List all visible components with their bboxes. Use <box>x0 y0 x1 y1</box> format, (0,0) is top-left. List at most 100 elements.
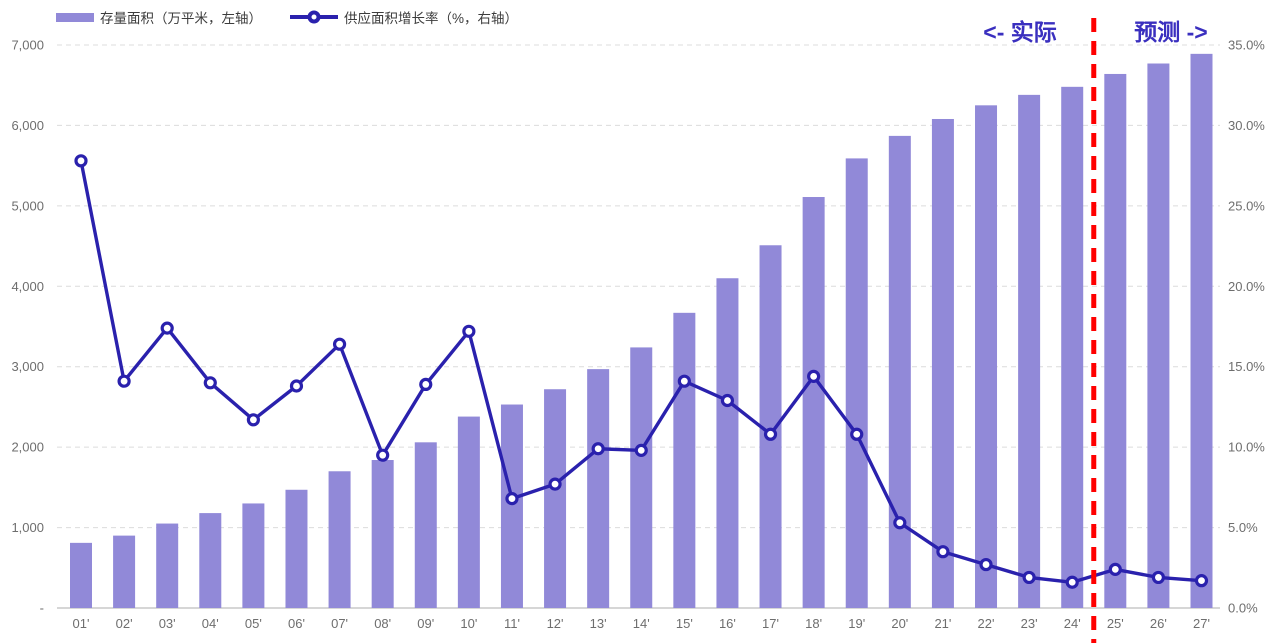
legend-label-supply-growth: 供应面积增长率（%，右轴） <box>344 11 519 26</box>
bar <box>673 312 696 608</box>
line-marker <box>548 477 562 491</box>
line-marker <box>74 154 88 168</box>
x-axis-tick-label: 04' <box>202 616 219 631</box>
x-axis-tick-label: 02' <box>116 616 133 631</box>
x-axis-tick-label: 01' <box>73 616 90 631</box>
legend-item-stock-area: 存量面积（万平米，左轴） <box>56 7 262 27</box>
x-axis-tick-label: 03' <box>159 616 176 631</box>
line-marker <box>893 516 907 530</box>
x-axis-tick-label: 22' <box>978 616 995 631</box>
line-marker <box>160 321 174 335</box>
line-marker <box>1065 575 1079 589</box>
bar <box>414 442 437 608</box>
bar <box>888 135 911 609</box>
left-axis-tick-label: 4,000 <box>11 279 44 294</box>
x-axis-tick-label: 20' <box>891 616 908 631</box>
annotation-actual-label: <- 实际 <box>983 19 1057 45</box>
bar <box>1018 94 1041 608</box>
x-axis-tick-label: 15' <box>676 616 693 631</box>
x-axis-tick-label: 07' <box>331 616 348 631</box>
line-marker <box>936 545 950 559</box>
bar <box>1190 53 1213 608</box>
bar <box>371 460 394 608</box>
x-axis-tick-label: 19' <box>848 616 865 631</box>
legend-label-stock-area: 存量面积（万平米，左轴） <box>100 11 262 26</box>
x-axis-tick-label: 13' <box>590 616 607 631</box>
line-marker <box>1022 570 1036 585</box>
bar <box>845 158 868 608</box>
bar <box>1147 63 1170 608</box>
bar <box>931 118 954 608</box>
bar <box>587 369 610 608</box>
left-axis-tick-label: - <box>40 601 44 616</box>
x-axis-tick-label: 26' <box>1150 616 1167 631</box>
bar <box>328 471 351 608</box>
right-axis-tick-label: 5.0% <box>1228 520 1258 535</box>
x-axis-tick-label: 12' <box>547 616 564 631</box>
left-axis-tick-label: 2,000 <box>11 440 44 455</box>
right-axis-tick-label: 35.0% <box>1228 38 1265 53</box>
x-axis-tick-label: 06' <box>288 616 305 631</box>
x-axis-tick-label: 16' <box>719 616 736 631</box>
x-axis-tick-label: 27' <box>1193 616 1210 631</box>
bar <box>457 416 480 608</box>
line-marker <box>1108 562 1122 576</box>
left-axis-tick-label: 3,000 <box>11 359 44 374</box>
line-marker <box>117 374 131 388</box>
right-axis-tick-label: 25.0% <box>1228 198 1265 213</box>
line-marker <box>677 374 691 388</box>
line-marker <box>634 443 648 457</box>
line-marker <box>591 442 605 456</box>
x-axis-tick-label: 18' <box>805 616 822 631</box>
bar <box>500 404 523 608</box>
x-axis-tick-label: 17' <box>762 616 779 631</box>
right-axis-tick-label: 15.0% <box>1228 359 1265 374</box>
x-axis-tick-label: 14' <box>633 616 650 631</box>
line-marker <box>289 379 304 393</box>
left-axis-tick-label: 6,000 <box>11 118 44 133</box>
right-axis-tick-label: 10.0% <box>1228 440 1265 455</box>
annotation-forecast-label: 预测 -> <box>1134 19 1208 45</box>
line-marker <box>1194 574 1209 588</box>
line-marker <box>203 376 217 390</box>
line-legend-dot-icon <box>307 10 321 24</box>
x-axis-tick-label: 05' <box>245 616 262 631</box>
x-axis-tick-label: 24' <box>1064 616 1081 631</box>
bar <box>285 489 308 608</box>
line-marker <box>376 448 390 462</box>
x-axis-tick-label: 09' <box>417 616 434 631</box>
line-marker <box>505 492 519 506</box>
bar <box>1061 86 1084 608</box>
left-axis-tick-label: 7,000 <box>11 38 44 53</box>
bar-legend-swatch <box>56 12 94 22</box>
x-axis-tick-label: 23' <box>1021 616 1038 631</box>
line-marker <box>1151 570 1166 585</box>
bar <box>802 197 825 608</box>
right-axis-tick-label: 0.0% <box>1228 601 1258 616</box>
bar <box>113 535 136 608</box>
line-marker <box>332 337 347 351</box>
bar <box>242 503 265 608</box>
line-legend-marker <box>290 10 338 25</box>
bar <box>199 513 222 608</box>
x-axis-tick-label: 08' <box>374 616 391 631</box>
legend: 存量面积（万平米，左轴） 供应面积增长率（%，右轴） <box>56 7 518 27</box>
x-axis-tick-label: 21' <box>934 616 951 631</box>
bar <box>630 347 653 608</box>
x-axis-tick-label: 11' <box>504 616 520 631</box>
right-axis-tick-label: 20.0% <box>1228 279 1265 294</box>
line-marker <box>419 377 433 392</box>
line-marker <box>720 393 735 408</box>
bar <box>759 245 782 608</box>
bar <box>716 278 739 608</box>
line-marker <box>807 369 821 383</box>
legend-item-supply-growth: 供应面积增长率（%，右轴） <box>290 7 518 27</box>
line-marker <box>850 427 864 441</box>
bar <box>544 389 567 608</box>
bar <box>1104 73 1127 608</box>
right-axis-tick-label: 30.0% <box>1228 118 1265 133</box>
bar <box>70 542 92 608</box>
line-marker <box>763 427 778 441</box>
